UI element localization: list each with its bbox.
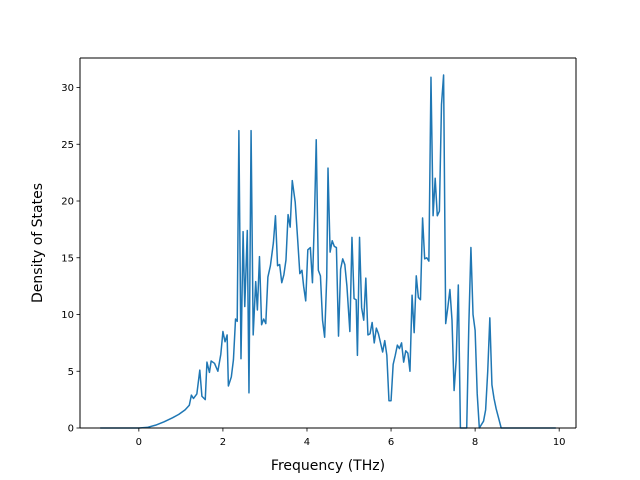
x-tick-label: 10 — [553, 437, 566, 448]
y-tick-label: 25 — [61, 140, 74, 151]
y-ticks: 0 5 10 15 20 25 30 — [61, 83, 80, 435]
y-tick-label: 20 — [61, 197, 74, 208]
axes-frame — [79, 57, 577, 429]
x-tick-label: 4 — [304, 437, 310, 448]
x-axis-label: Frequency (THz) — [271, 458, 385, 474]
y-tick-label: 0 — [68, 424, 74, 435]
x-tick-label: 0 — [136, 437, 142, 448]
x-tick-label: 8 — [472, 437, 478, 448]
x-tick-label: 6 — [388, 437, 394, 448]
x-ticks: 0 2 4 6 8 10 — [136, 428, 566, 448]
y-tick-label: 5 — [68, 367, 74, 378]
y-axis-label: Density of States — [30, 183, 46, 303]
dos-series-line — [100, 74, 556, 429]
y-tick-label: 30 — [61, 83, 74, 94]
x-tick-label: 2 — [220, 437, 226, 448]
y-tick-label: 10 — [61, 310, 74, 321]
series-layer — [100, 74, 556, 429]
y-tick-label: 15 — [61, 253, 74, 264]
plot-area — [80, 58, 576, 428]
